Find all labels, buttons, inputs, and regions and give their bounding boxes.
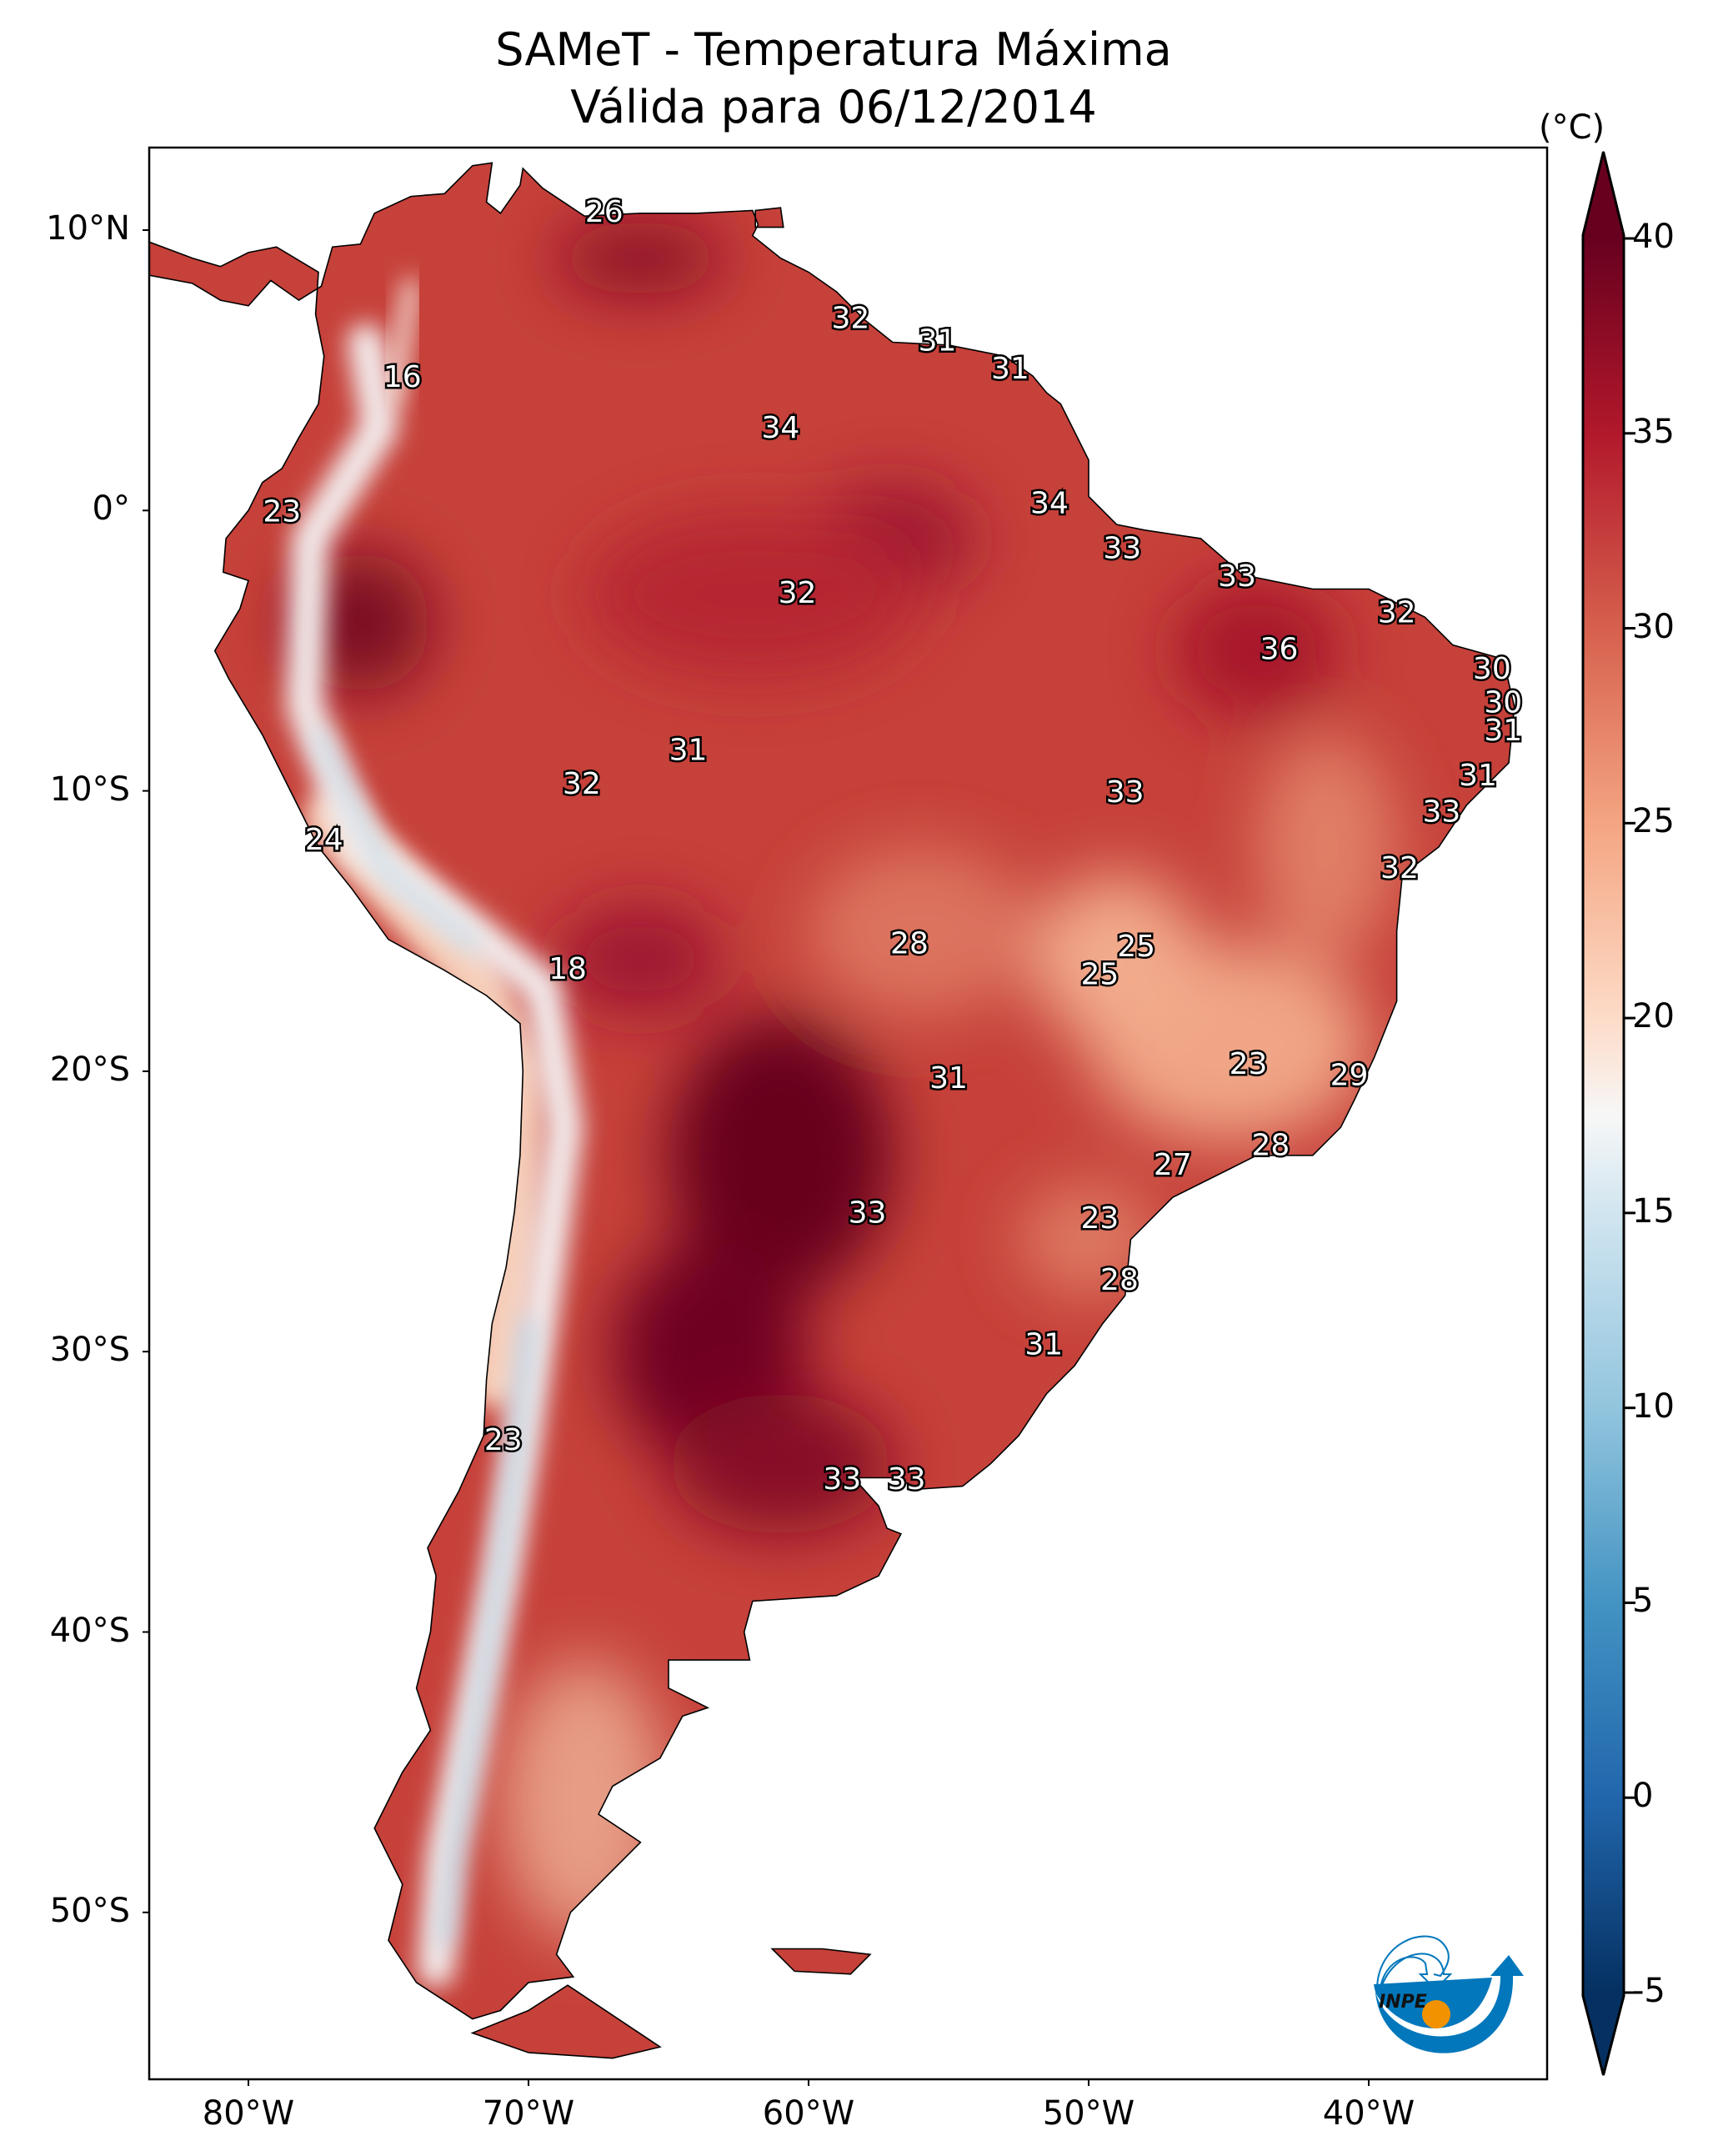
temperature-label: 32: [1380, 851, 1419, 885]
colorbar: [1581, 151, 1635, 2076]
temperature-label: 33: [849, 1196, 887, 1230]
temperature-label: 29: [1330, 1059, 1369, 1093]
temperature-region: [584, 510, 921, 679]
temperature-label: 28: [890, 927, 929, 961]
andes-cool-band: [438, 1316, 535, 1948]
longitude-label: 60°W: [762, 2094, 855, 2133]
temperature-region: [556, 903, 725, 1015]
temperature-region: [669, 1393, 893, 1534]
colorbar-tick-label: 35: [1632, 412, 1675, 451]
temperature-region: [809, 846, 1033, 1015]
temperature-label: 23: [1230, 1047, 1268, 1081]
temperature-label: 26: [585, 195, 624, 229]
map-frame: [148, 146, 1549, 2081]
temperature-region: [1032, 875, 1201, 1044]
temperature-label: 31: [1459, 759, 1497, 793]
temperature-label: 27: [1154, 1148, 1192, 1182]
latitude-label: 30°S: [49, 1331, 130, 1370]
temperature-label: 23: [1081, 1201, 1119, 1236]
temperature-label: 30: [1484, 685, 1522, 720]
temperature-label: 16: [383, 360, 422, 394]
svg-text:INPE: INPE: [1379, 1992, 1427, 2013]
map-title-line1: SAMeT - Temperatura Máxima: [495, 23, 1172, 76]
temperature-label: 25: [1081, 958, 1119, 992]
temperature-label: 33: [1422, 795, 1460, 830]
temperature-region: [1172, 580, 1341, 721]
inpe-logo: INPE: [1374, 1935, 1524, 2053]
temperature-label: 25: [1117, 930, 1155, 964]
temperature-label: 31: [1024, 1327, 1063, 1361]
temperature-label: 18: [548, 952, 587, 986]
latitude-label: 20°S: [49, 1050, 130, 1089]
longitude-label: 80°W: [202, 2094, 295, 2133]
colorbar-tick-label: 5: [1632, 1582, 1654, 1621]
longitude-label: 50°W: [1042, 2094, 1135, 2133]
colorbar-tick-label: 10: [1632, 1386, 1675, 1426]
temperature-label: 31: [929, 1061, 968, 1096]
temperature-label: 31: [991, 352, 1029, 386]
temperature-label: 28: [1100, 1263, 1139, 1297]
latitude-label: 10°S: [49, 770, 130, 809]
temperature-region: [669, 1015, 893, 1296]
temperature-label: 23: [484, 1423, 523, 1457]
longitude-label: 40°W: [1322, 2094, 1415, 2133]
temperature-label: 33: [1106, 775, 1144, 810]
colorbar-tick-label: 30: [1632, 607, 1675, 646]
colorbar-tick-label: 25: [1632, 802, 1675, 841]
andes-cool-band: [311, 727, 480, 953]
latitude-label: 0°: [92, 489, 130, 529]
map-title-line2: Válida para 06/12/2014: [570, 81, 1097, 133]
temperature-region: [1256, 735, 1397, 960]
temperature-label: 32: [1378, 596, 1416, 630]
colorbar-tick-label: 40: [1632, 218, 1675, 256]
temperature-label: 32: [563, 767, 601, 801]
temperature-label: 36: [1260, 632, 1299, 666]
coastline: [149, 162, 1515, 2059]
temperature-label: 33: [888, 1462, 926, 1497]
temperature-label: 28: [1251, 1129, 1290, 1163]
temperature-label: 33: [823, 1462, 861, 1497]
temperature-label: 33: [1218, 559, 1256, 594]
colorbar-tick-label: 15: [1632, 1191, 1675, 1231]
temperature-field: [149, 163, 1515, 2058]
temperature-label: 31: [669, 734, 708, 768]
temperature-region: [556, 221, 725, 295]
latitude-label: 10°N: [46, 209, 130, 248]
temperature-label: 33: [1103, 531, 1141, 565]
latitude-label: 40°S: [49, 1611, 130, 1650]
temperature-label: 31: [1484, 714, 1522, 748]
temperature-region: [1019, 1183, 1159, 1296]
temperature-label: 32: [831, 302, 869, 336]
temperature-label: 30: [1473, 652, 1511, 686]
andes-cool-band: [385, 278, 419, 407]
temperature-label: 31: [919, 324, 957, 358]
temperature-label: 32: [779, 576, 817, 610]
temperature-label: 24: [305, 823, 343, 857]
colorbar-tick-label: -5: [1632, 1972, 1665, 2010]
colorbar-tick-label: 20: [1632, 997, 1675, 1036]
latitude-label: 50°S: [49, 1891, 130, 1930]
temperature-label: 23: [263, 495, 301, 529]
longitude-label: 70°W: [482, 2094, 575, 2133]
temperature-label: 34: [761, 411, 799, 445]
colorbar-unit-label: (°C): [1539, 108, 1605, 147]
temperature-label: 34: [1030, 487, 1069, 521]
colorbar-tick-label: 0: [1632, 1777, 1654, 1816]
